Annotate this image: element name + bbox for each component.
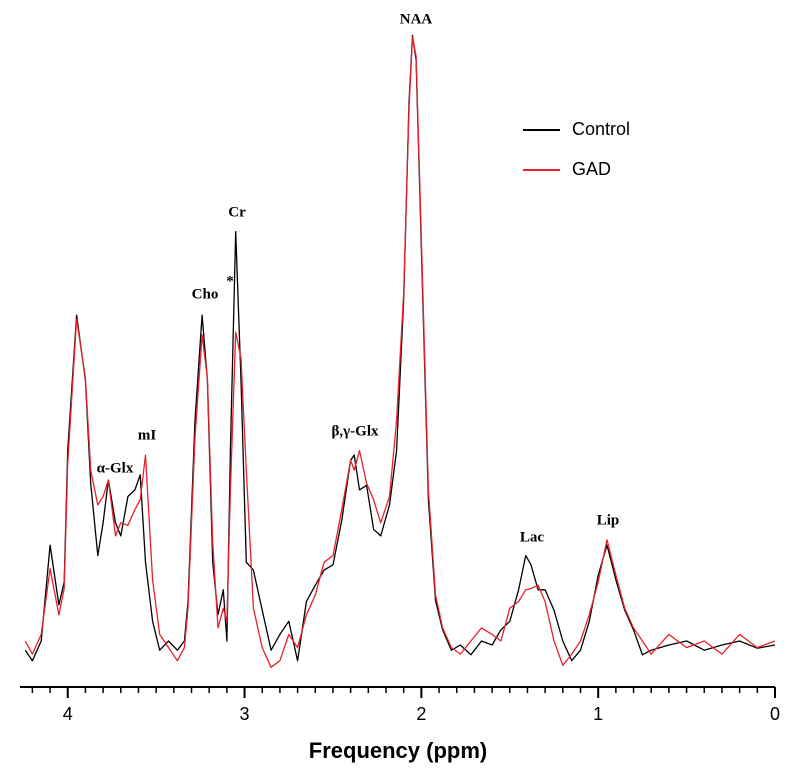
x-tick-label: 4 bbox=[63, 704, 73, 724]
legend-label: GAD bbox=[572, 159, 611, 179]
x-tick-label: 1 bbox=[593, 704, 603, 724]
peak-label: β,γ-Glx bbox=[332, 423, 379, 439]
x-axis-label: Frequency (ppm) bbox=[309, 738, 487, 763]
spectrum-line bbox=[24, 35, 776, 668]
peak-label: mI bbox=[138, 427, 156, 443]
legend-label: Control bbox=[572, 119, 630, 139]
x-tick-label: 3 bbox=[240, 704, 250, 724]
peak-label: Cho bbox=[192, 286, 219, 302]
peak-label: * bbox=[226, 273, 234, 289]
x-tick-label: 2 bbox=[416, 704, 426, 724]
spectrum-line bbox=[24, 34, 776, 662]
peak-label: Lac bbox=[520, 529, 545, 545]
peak-label: Lip bbox=[597, 512, 620, 528]
peak-label: α-Glx bbox=[97, 460, 134, 476]
peak-label: NAA bbox=[400, 11, 433, 27]
x-tick-label: 0 bbox=[770, 704, 780, 724]
peak-label: Cr bbox=[228, 204, 246, 220]
